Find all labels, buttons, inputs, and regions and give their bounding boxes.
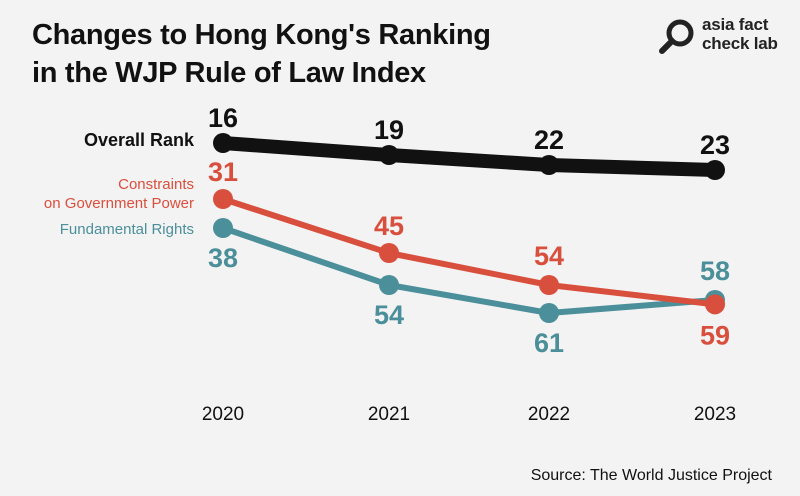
data-label-0-1: 19 — [374, 115, 404, 145]
data-point-1-1 — [379, 243, 399, 263]
data-label-1-1: 45 — [374, 211, 404, 241]
brand-logo: asia fact check lab — [656, 14, 786, 60]
brand-line-1: asia fact — [702, 15, 769, 34]
data-label-2-2: 61 — [534, 328, 564, 358]
series-label-constraints-0: Constraints — [118, 176, 194, 193]
chart-title: Changes to Hong Kong's Ranking in the WJ… — [32, 16, 491, 92]
data-label-1-3: 59 — [700, 320, 730, 350]
data-point-0-3 — [705, 160, 725, 180]
title-line-2: in the WJP Rule of Law Index — [32, 57, 426, 89]
data-label-0-2: 22 — [534, 125, 564, 155]
x-tick-label-2022: 2022 — [528, 404, 570, 425]
source-note: Source: The World Justice Project — [530, 467, 772, 484]
data-label-0-3: 23 — [700, 130, 730, 160]
series-line-2 — [220, 225, 718, 316]
series-label-fundamental: Fundamental Rights — [60, 221, 194, 238]
data-point-1-0 — [213, 189, 233, 209]
data-label-0-0: 16 — [208, 103, 238, 133]
data-point-1-2 — [539, 275, 559, 295]
series-label-constraints-1: on Government Power — [44, 195, 194, 212]
series-line-0 — [216, 136, 722, 177]
data-point-1-3 — [705, 294, 725, 315]
data-point-0-1 — [379, 145, 399, 165]
data-point-2-0 — [213, 218, 233, 238]
data-point-2-1 — [379, 275, 399, 295]
data-label-2-3: 58 — [700, 256, 730, 286]
data-point-0-2 — [539, 155, 559, 175]
data-point-2-2 — [539, 303, 559, 323]
data-label-1-0: 31 — [208, 157, 238, 187]
x-tick-label-2023: 2023 — [694, 404, 736, 425]
data-label-2-0: 38 — [208, 243, 238, 273]
x-tick-label-2021: 2021 — [368, 404, 410, 425]
title-line-1: Changes to Hong Kong's Ranking — [32, 19, 491, 51]
brand-line-2: check lab — [702, 34, 778, 53]
series-line-1 — [220, 196, 718, 308]
data-label-1-2: 54 — [534, 241, 564, 271]
x-tick-label-2020: 2020 — [202, 404, 244, 425]
magnifier-icon — [659, 19, 694, 54]
data-point-0-0 — [213, 133, 233, 153]
series-label-overall: Overall Rank — [84, 130, 195, 150]
data-label-2-1: 54 — [374, 300, 404, 330]
